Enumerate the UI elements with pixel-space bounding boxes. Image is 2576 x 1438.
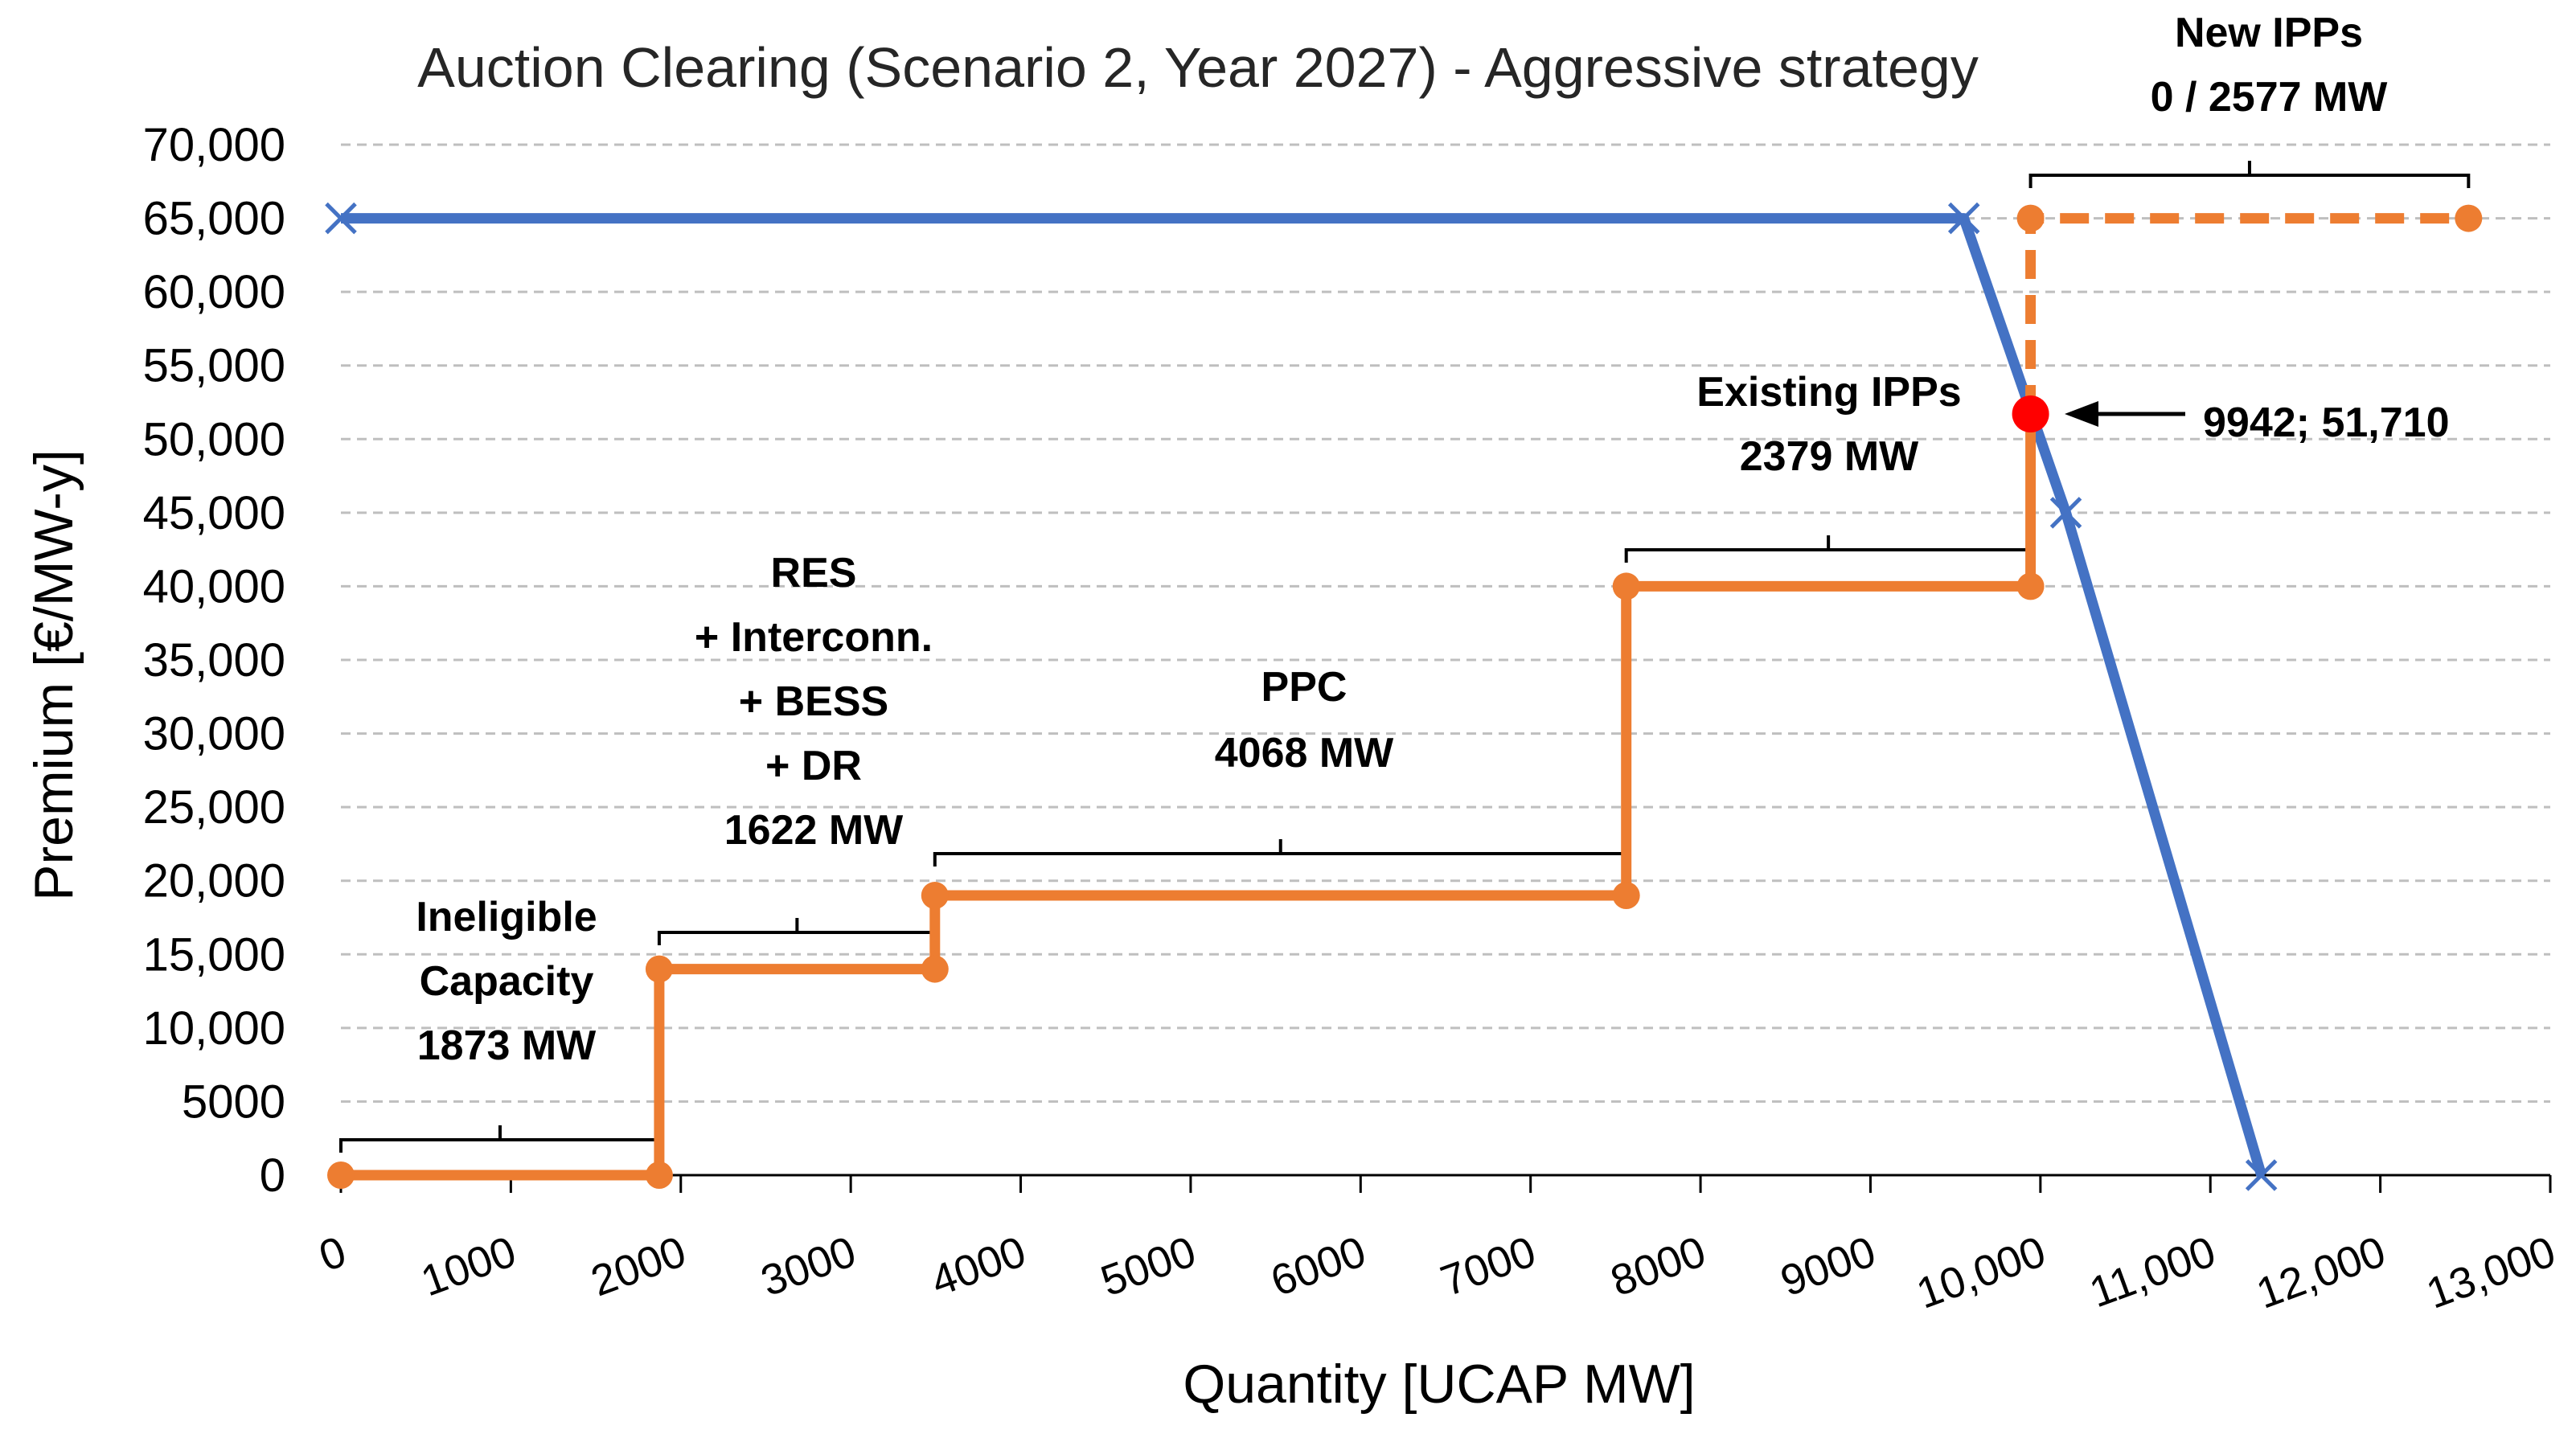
x-tick-label: 3000 (755, 1227, 862, 1305)
clearing-point-label: 9942; 51,710 (2203, 399, 2450, 446)
supply-point-marker (645, 955, 673, 983)
y-tick-label: 15,000 (143, 928, 285, 981)
segment-bracket (2028, 161, 2471, 188)
segment-annotation-line: Ineligible (416, 894, 597, 940)
segment-annotation-line: 1622 MW (724, 807, 904, 854)
supply-point-marker (921, 955, 949, 983)
axes (339, 1174, 2552, 1193)
y-tick-label: 40,000 (143, 560, 285, 612)
x-tick-label: 9000 (1774, 1227, 1881, 1305)
supply-point-marker (2016, 204, 2045, 232)
supply-point-marker (921, 882, 949, 910)
y-tick-label: 10,000 (143, 1002, 285, 1055)
segment-annotation-line: PPC (1261, 664, 1347, 711)
y-tick-label: 0 (260, 1149, 285, 1202)
x-axis-label: Quantity [UCAP MW] (1183, 1354, 1695, 1415)
segment-annotation-line: 0 / 2577 MW (2151, 74, 2389, 121)
segment-annotation-line: RES (771, 550, 857, 596)
segment-annotation-line: Existing IPPs (1696, 369, 1961, 416)
demand-line (341, 213, 2266, 1177)
series (341, 213, 2469, 1181)
supply-point-marker (2016, 572, 2045, 600)
y-tick-labels: 0 5000 10,000 15,000 20,000 25,000 30,000 35,00… (143, 119, 285, 1202)
gridlines (341, 143, 2550, 1103)
supply-point-marker (1612, 882, 1640, 910)
chart-title: Auction Clearing (Scenario 2, Year 2027)… (417, 36, 1979, 99)
supply-point-marker (1612, 572, 1640, 600)
y-tick-label: 70,000 (143, 119, 285, 171)
y-tick-label: 35,000 (143, 634, 285, 686)
x-tick-label: 0 (313, 1227, 352, 1281)
y-tick-label: 30,000 (143, 708, 285, 760)
segment-annotation-line: 2379 MW (1740, 433, 1919, 480)
segment-annotation-line: 4068 MW (1215, 730, 1394, 776)
segment-annotation-line: + DR (765, 743, 862, 789)
x-tick-label: 12,000 (2250, 1227, 2392, 1318)
x-tick-label: 7000 (1434, 1227, 1541, 1305)
supply-unaccepted-line (2025, 213, 2469, 414)
segment-bracket (1624, 535, 2032, 563)
markers (325, 202, 2483, 1191)
x-tick-label: 8000 (1605, 1227, 1712, 1305)
y-tick-label: 50,000 (143, 413, 285, 465)
x-tick-label: 10,000 (1910, 1227, 2052, 1318)
x-tick-label: 4000 (925, 1227, 1032, 1305)
supply-point-marker (327, 1161, 355, 1189)
x-tick-label: 6000 (1265, 1227, 1372, 1305)
x-tick-label: 13,000 (2420, 1227, 2562, 1318)
clearing-arrow-head (2065, 400, 2098, 427)
segment-annotation-line: + Interconn. (695, 614, 933, 661)
y-tick-label: 20,000 (143, 855, 285, 907)
y-tick-label: 60,000 (143, 266, 285, 318)
segment-bracket (657, 918, 937, 945)
y-tick-label: 25,000 (143, 781, 285, 834)
supply-point-marker (645, 1161, 673, 1189)
segment-annotation-line: Capacity (420, 958, 594, 1005)
clearing-point (2012, 395, 2049, 432)
x-tick-label: 11,000 (2083, 1227, 2221, 1317)
y-axis-label: Premium [€/MW-y] (23, 449, 84, 901)
segment-annotation-line: + BESS (739, 678, 888, 725)
x-tick-label: 2000 (585, 1227, 691, 1305)
x-tick-label: 1000 (415, 1227, 522, 1305)
x-tick-labels: 0 1000 2000 3000 4000 5000 6000 7000 8000 9000 10,… (313, 1227, 2562, 1318)
demand-point-marker (2049, 497, 2082, 529)
y-tick-label: 55,000 (143, 340, 285, 392)
demand-point-marker (2245, 1159, 2278, 1191)
supply-point-marker (2455, 204, 2483, 232)
demand-point-marker (325, 202, 357, 235)
segment-bracket (933, 839, 1628, 866)
x-tick-label: 5000 (1095, 1227, 1202, 1305)
y-tick-label: 45,000 (143, 487, 285, 539)
segment-annotation-line: 1873 MW (417, 1022, 597, 1069)
demand-point-marker (1947, 202, 1980, 235)
y-tick-label: 5000 (182, 1075, 285, 1128)
y-tick-label: 65,000 (143, 193, 285, 245)
segment-annotation-line: New IPPs (2175, 10, 2363, 56)
annotations: 9942; 51,710 Ineligible Capacity 1873 MW RES… (416, 10, 2449, 1069)
segment-bracket (339, 1125, 661, 1153)
